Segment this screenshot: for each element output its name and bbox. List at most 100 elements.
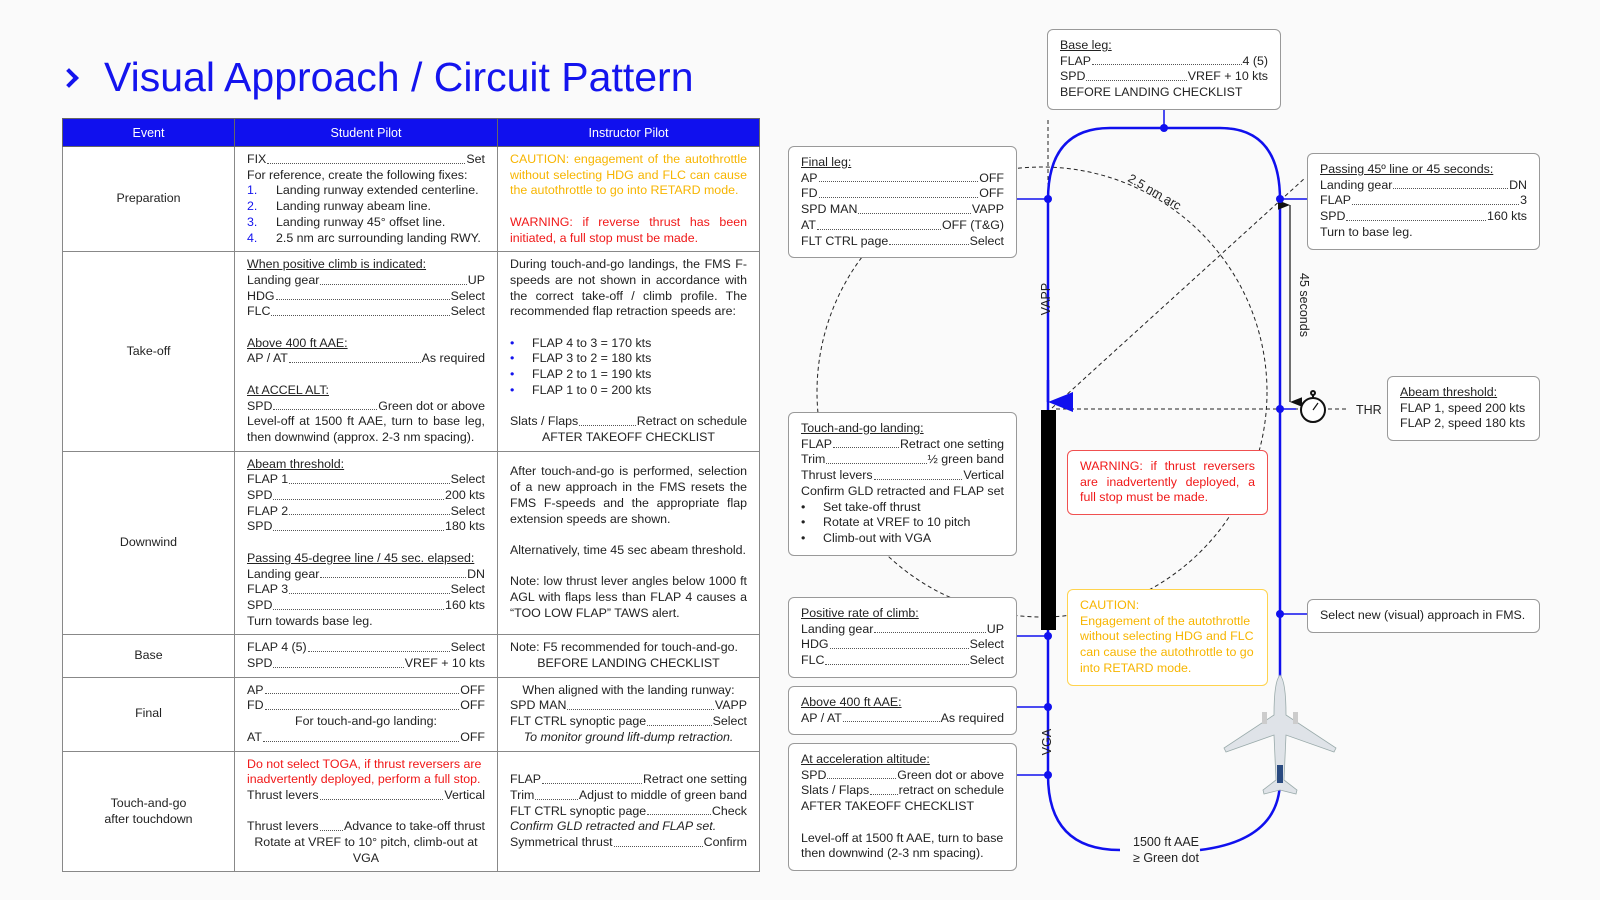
item-value: Select <box>969 637 1004 652</box>
dotted-leader <box>273 598 445 610</box>
item-value: UP <box>986 621 1004 636</box>
section-heading: Above 400 ft AAE: <box>801 695 902 709</box>
student-cell: When positive climb is indicated: Landing… <box>234 251 498 452</box>
text-line: Note: F5 recommended for touch-and-go. <box>510 640 738 655</box>
event-cell: Final <box>62 676 235 752</box>
checklist-item: HDG Select <box>801 637 1004 653</box>
dotted-leader <box>271 304 450 317</box>
checklist-item: SPD VREF + 10 kts <box>1060 69 1268 85</box>
item-label: FLAP 4 (5) <box>247 640 307 655</box>
numbered-item: 1. Landing runway extended centerline. <box>247 183 485 199</box>
text-line: When aligned with the landing runway: <box>522 682 735 697</box>
waypoints <box>1044 124 1284 779</box>
dotted-leader <box>264 698 460 711</box>
section-heading: Base leg: <box>1060 38 1112 52</box>
checklist-item: Thrust levers Vertical <box>801 468 1004 484</box>
dotted-leader <box>320 273 467 285</box>
runway <box>1041 410 1056 630</box>
student-cell: FIX Set For reference, create the followin… <box>234 145 498 253</box>
item-label: AT <box>247 729 262 744</box>
checklist-item: SPD MAN VAPP <box>801 202 1004 218</box>
checklist-item: FLT CTRL synoptic page Check <box>510 804 747 820</box>
item-label: FLAP 2 <box>247 503 289 518</box>
callout-caution: CAUTION: Engagement of the autothrottle w… <box>1067 589 1268 686</box>
item-value: Select <box>450 582 485 597</box>
item-label: FD <box>247 698 264 713</box>
item-value: OFF <box>460 682 485 697</box>
text-line: BEFORE LANDING CHECKLIST <box>537 656 720 671</box>
section-heading: Passing 45º line or 45 seconds: <box>1320 162 1494 176</box>
item-number: 4. <box>247 230 258 245</box>
item-label: SPD <box>801 767 827 782</box>
item-value: OFF <box>979 170 1004 185</box>
checklist-item: SPD 200 kts <box>247 488 485 504</box>
checklist-item: Thrust levers Vertical <box>247 788 485 804</box>
checklist-item: FLC Select <box>247 304 485 320</box>
callout-select: Select new (visual) approach in FMS. <box>1307 599 1540 633</box>
dotted-leader <box>273 656 404 668</box>
item-value: Retract one setting <box>642 772 747 787</box>
offset-45-line <box>1051 177 1306 409</box>
dotted-leader <box>613 835 703 847</box>
item-label: Landing gear <box>247 272 320 287</box>
bullet-icon: • <box>801 515 806 530</box>
item-label: Landing gear <box>247 566 320 581</box>
item-value: VREF + 10 kts <box>404 656 485 671</box>
student-cell: FLAP 4 (5) Select SPD VREF + 10 kts <box>234 634 498 678</box>
circuit-path <box>1046 126 1282 852</box>
event-cell: Preparation <box>62 145 235 253</box>
dotted-leader <box>825 653 969 665</box>
checklist-item: AP OFF <box>247 683 485 699</box>
item-label: AP / AT <box>247 351 288 366</box>
checklist-item: FLAP 3 Select <box>247 582 485 598</box>
item-text: Set take-off thrust <box>823 499 921 514</box>
callout-abeam: Abeam threshold: FLAP 1, speed 200 kts FLA… <box>1387 376 1540 442</box>
item-label: AP / AT <box>801 710 842 725</box>
item-value: Vertical <box>444 787 485 802</box>
item-label: FLAP 1 <box>247 472 289 487</box>
item-label: FLC <box>247 304 271 319</box>
item-label: FLT CTRL synoptic page <box>510 714 647 729</box>
text-line: WARNING: if thrust reversers are inadver… <box>1080 459 1255 505</box>
table-row: Final AP OFF FD OFF For touch-and-go landing:… <box>62 676 760 752</box>
dotted-leader <box>267 152 466 164</box>
dotted-leader <box>264 683 460 695</box>
dotted-leader <box>870 783 898 796</box>
item-number: 1. <box>247 183 258 198</box>
item-value: Retract one setting <box>899 436 1004 451</box>
checklist-item: Landing gear UP <box>247 273 485 289</box>
dotted-leader <box>818 186 979 199</box>
dotted-leader <box>873 468 963 480</box>
dotted-leader <box>319 819 344 832</box>
item-label: AP <box>801 170 818 185</box>
item-label: FLAP <box>1320 193 1351 208</box>
item-label: SPD <box>247 656 273 671</box>
checklist-item: SPD Green dot or above <box>801 768 1004 784</box>
dotted-leader <box>320 567 467 579</box>
dotted-leader <box>262 730 460 742</box>
item-text: Landing runway 45° offset line. <box>276 214 446 229</box>
item-label: FLT CTRL page <box>801 233 889 248</box>
table-row: Downwind Abeam threshold: FLAP 1 Select SPD 2… <box>62 450 760 636</box>
item-text: Climb-out with VGA <box>823 530 932 545</box>
text-line: BEFORE LANDING CHECKLIST <box>1060 85 1243 100</box>
dotted-leader <box>542 772 642 784</box>
checklist-item: AP / AT As required <box>801 711 1004 727</box>
text-line: For touch-and-go landing: <box>295 714 437 729</box>
dotted-leader <box>1346 209 1487 221</box>
bullet-item: • Climb-out with VGA <box>801 531 1004 547</box>
header-student: Student Pilot <box>234 118 498 147</box>
bullet-icon: • <box>510 367 515 382</box>
checklist-item: SPD VREF + 10 kts <box>247 656 485 672</box>
student-cell: Do not select TOGA, if thrust reversers … <box>234 750 498 873</box>
text-line: Confirm GLD retracted and FLAP set <box>801 483 1004 498</box>
threshold-label: THR <box>1356 403 1382 417</box>
checklist-item: FLC Select <box>801 653 1004 669</box>
item-value: Select <box>712 714 747 729</box>
item-label: FLAP <box>1060 53 1091 68</box>
item-value: Retract on schedule <box>636 414 747 429</box>
text-line: CAUTION: <box>1080 598 1140 612</box>
item-value: 4 (5) <box>1242 53 1268 68</box>
text-line: AFTER TAKEOFF CHECKLIST <box>541 429 716 444</box>
item-value: Select <box>969 233 1004 248</box>
